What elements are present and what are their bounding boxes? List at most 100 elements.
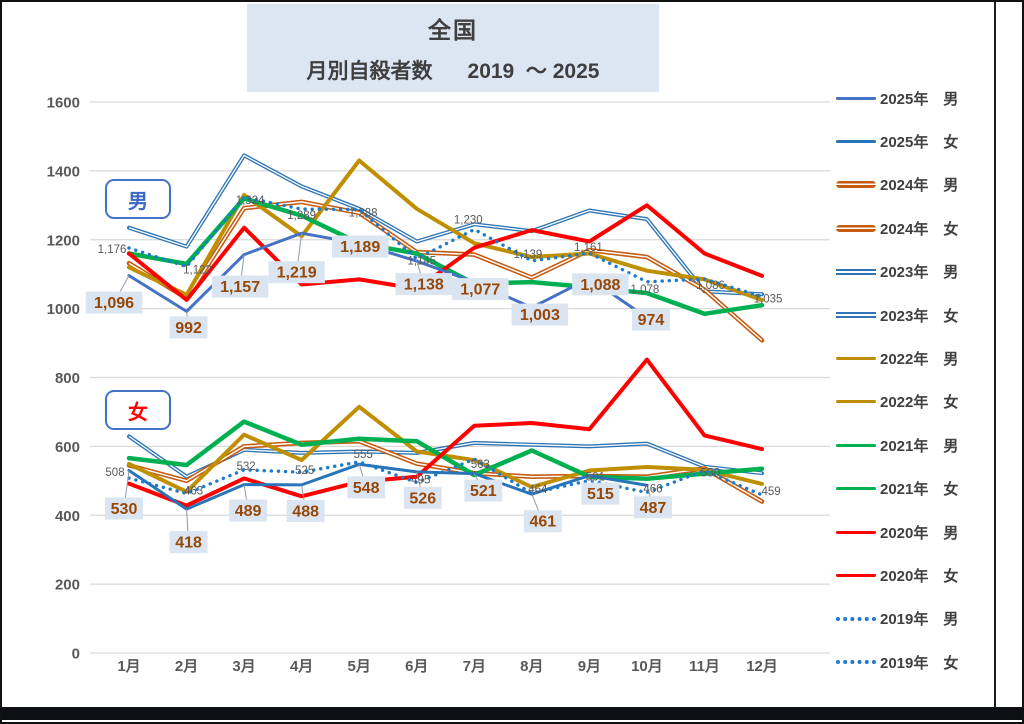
data-label-small: 463 (184, 486, 203, 498)
legend-item-2023-female[interactable]: 2023年 女 (836, 297, 958, 333)
y-tick-label: 800 (55, 370, 80, 387)
y-tick-label: 1400 (47, 163, 80, 180)
y-tick-label: 1200 (47, 232, 80, 249)
data-label-box (85, 291, 143, 314)
data-label-small: 1,078 (631, 284, 660, 296)
data-label-small: 1,086 (696, 280, 725, 292)
legend-item-label: 2022年 女 (880, 394, 959, 412)
legend-item-2025-female[interactable]: 2025年 女 (836, 123, 958, 159)
x-axis-label: 3月 (232, 658, 255, 675)
data-label-box (403, 486, 442, 509)
y-tick-label: 0 (72, 646, 80, 663)
data-label: 515 (587, 486, 614, 503)
x-axis-labels: 1月 2月 3月 4月 5月 6月 7月 8月 9月 10月 11月 12月 (117, 658, 778, 675)
legend-line-sample-2023-male (836, 268, 876, 275)
series-2021-female[interactable] (126, 419, 765, 481)
data-label-box (464, 479, 503, 502)
legend-item-2022-male[interactable]: 2022年 男 (836, 340, 958, 376)
data-label-box (632, 308, 670, 331)
data-label-small: 555 (354, 449, 373, 461)
legend-item-2025-male[interactable]: 2025年 男 (836, 80, 958, 116)
data-label: 461 (529, 514, 556, 531)
male-group-tag: 男 (105, 179, 171, 219)
legend-item-2019-male[interactable]: 2019年 男 (836, 601, 958, 637)
legend-item-2023-male[interactable]: 2023年 男 (836, 254, 958, 290)
series-2019-male[interactable] (127, 195, 764, 299)
data-label-small: 532 (237, 461, 256, 473)
data-label-box (105, 497, 143, 520)
y-tick-label: 1000 (47, 301, 80, 318)
legend-item-label: 2023年 女 (880, 307, 959, 325)
legend-item-2021-female[interactable]: 2021年 女 (836, 471, 958, 507)
series-2024-male[interactable] (126, 199, 765, 343)
legend-item-2020-male[interactable]: 2020年 男 (836, 514, 958, 550)
data-label-box (511, 303, 569, 326)
data-labels-2019-male: 1,176 1,122 1,324 1,289 1,288 1,145 1,230 1,139… (98, 195, 783, 306)
legend-item-label: 2024年 男 (880, 177, 959, 195)
data-label: 1,077 (460, 282, 500, 299)
data-label-small: 1,289 (287, 210, 316, 222)
female-group-label: 女 (128, 401, 148, 424)
data-label: 489 (235, 503, 262, 520)
legend-item-2024-male[interactable]: 2024年 男 (836, 167, 958, 203)
x-axis-label: 6月 (405, 658, 428, 675)
legend-line-sample-2021-female (836, 487, 876, 491)
series-2020-male[interactable] (127, 203, 764, 302)
legend-item-2020-female[interactable]: 2020年 女 (836, 557, 958, 593)
data-label-box (286, 499, 325, 522)
legend-line-sample-2023-female (836, 312, 876, 318)
data-label-small: 563 (471, 459, 490, 471)
data-label-box (452, 278, 509, 301)
data-label-box (634, 496, 672, 519)
series-2024-female[interactable] (126, 438, 765, 504)
legend-item-label: 2024年 女 (880, 220, 959, 238)
x-axis-label: 11月 (689, 658, 720, 675)
data-label-box (523, 510, 562, 533)
data-label-box (572, 273, 629, 296)
chart-title: 全国 月別自殺者数 2019 ～ 2025 (247, 4, 659, 92)
legend-line-sample-2024-female (836, 224, 876, 232)
data-label-small: 1,230 (454, 214, 483, 226)
x-axis-label: 4月 (290, 658, 313, 675)
legend-item-2021-male[interactable]: 2021年 男 (836, 427, 958, 463)
series-2020-female[interactable] (127, 357, 764, 508)
data-label-box (229, 499, 268, 522)
data-label: 1,138 (404, 277, 444, 294)
data-label-small: 525 (295, 465, 314, 477)
legend-line-sample-2022-female (836, 400, 876, 404)
data-label-box (268, 261, 325, 284)
legend-item-label: 2019年 女 (880, 654, 959, 672)
data-label-box (211, 275, 269, 298)
legend-item-label: 2025年 男 (880, 90, 959, 108)
legend-item-label: 2021年 男 (880, 437, 959, 455)
data-label-box (395, 273, 452, 296)
x-axis-label: 2月 (175, 658, 198, 675)
data-label-small: 1,176 (98, 244, 127, 256)
data-label-small: 508 (105, 467, 124, 479)
legend-item-2024-female[interactable]: 2024年 女 (836, 210, 958, 246)
legend-item-2022-female[interactable]: 2022年 女 (836, 384, 958, 420)
legend-item-2019-female[interactable]: 2019年 女 (836, 644, 958, 680)
data-label: 1,157 (220, 279, 260, 296)
legend-line-sample-2020-male (836, 530, 876, 534)
male-group-label: 男 (128, 190, 148, 213)
legend-item-label: 2025年 女 (880, 133, 959, 151)
data-label: 548 (353, 480, 380, 497)
x-axis-label: 7月 (463, 658, 486, 675)
legend-line-sample-2022-male (836, 356, 876, 360)
data-label: 1,189 (340, 239, 380, 256)
data-label-small: 459 (761, 486, 780, 498)
legend-item-label: 2022年 男 (880, 350, 959, 368)
series-2023-male[interactable] (127, 153, 764, 297)
x-axis-label: 12月 (746, 658, 778, 675)
data-label: 487 (640, 500, 667, 517)
legend-item-label: 2020年 女 (880, 567, 959, 585)
y-tick-label: 600 (55, 439, 80, 456)
series-2025-female[interactable] (127, 462, 649, 511)
data-label: 488 (292, 503, 319, 520)
data-label-small: 530 (701, 467, 720, 479)
legend-line-sample-2020-female (836, 573, 876, 577)
frame-divider (994, 2, 996, 708)
y-tick-label: 1600 (47, 95, 80, 112)
data-label: 1,219 (277, 265, 317, 282)
